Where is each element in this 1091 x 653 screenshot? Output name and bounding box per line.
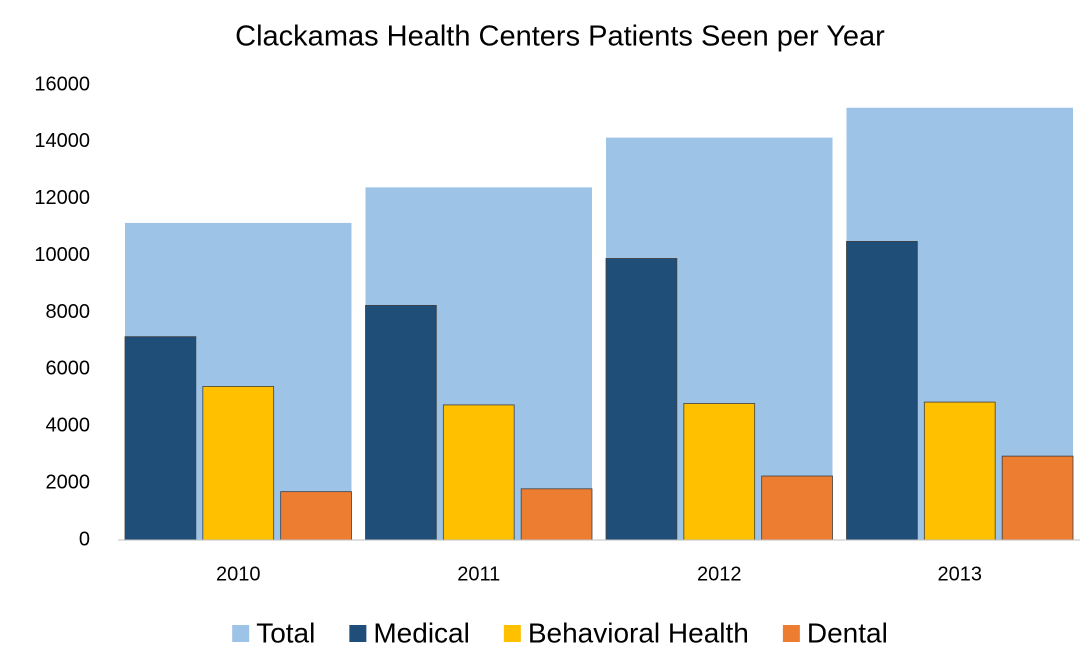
legend-swatch [782, 625, 800, 642]
bar [683, 403, 756, 541]
bar [280, 491, 352, 541]
bar [923, 401, 996, 541]
x-tick-label: 2012 [697, 563, 742, 585]
y-tick-label: 2000 [46, 471, 91, 493]
bar [202, 386, 275, 541]
x-tick-label: 2013 [938, 563, 983, 585]
y-tick-label: 12000 [34, 187, 90, 209]
bar [1001, 455, 1074, 541]
y-tick-label: 16000 [34, 73, 90, 95]
legend-swatch [503, 625, 521, 642]
legend-swatch [349, 625, 367, 642]
legend-swatch [232, 625, 250, 642]
bar [605, 258, 678, 541]
legend-label: Dental [807, 617, 888, 648]
x-tick-label: 2011 [457, 563, 500, 585]
y-tick-label: 10000 [34, 244, 90, 266]
legend-label: Medical [373, 617, 469, 648]
y-tick-label: 6000 [46, 358, 91, 380]
chart-title: Clackamas Health Centers Patients Seen p… [235, 21, 885, 53]
x-tick-label: 2010 [216, 563, 261, 585]
y-tick-label: 8000 [46, 301, 91, 323]
y-tick-label: 0 [79, 528, 90, 550]
bar [761, 475, 833, 541]
legend-label: Total [256, 617, 315, 648]
y-tick-label: 14000 [34, 130, 90, 152]
bar [442, 404, 515, 541]
bar [846, 241, 918, 541]
bar [365, 304, 437, 541]
y-tick-label: 4000 [46, 415, 91, 437]
bar [124, 336, 197, 541]
legend-label: Behavioral Health [528, 617, 749, 648]
bar [520, 488, 593, 541]
